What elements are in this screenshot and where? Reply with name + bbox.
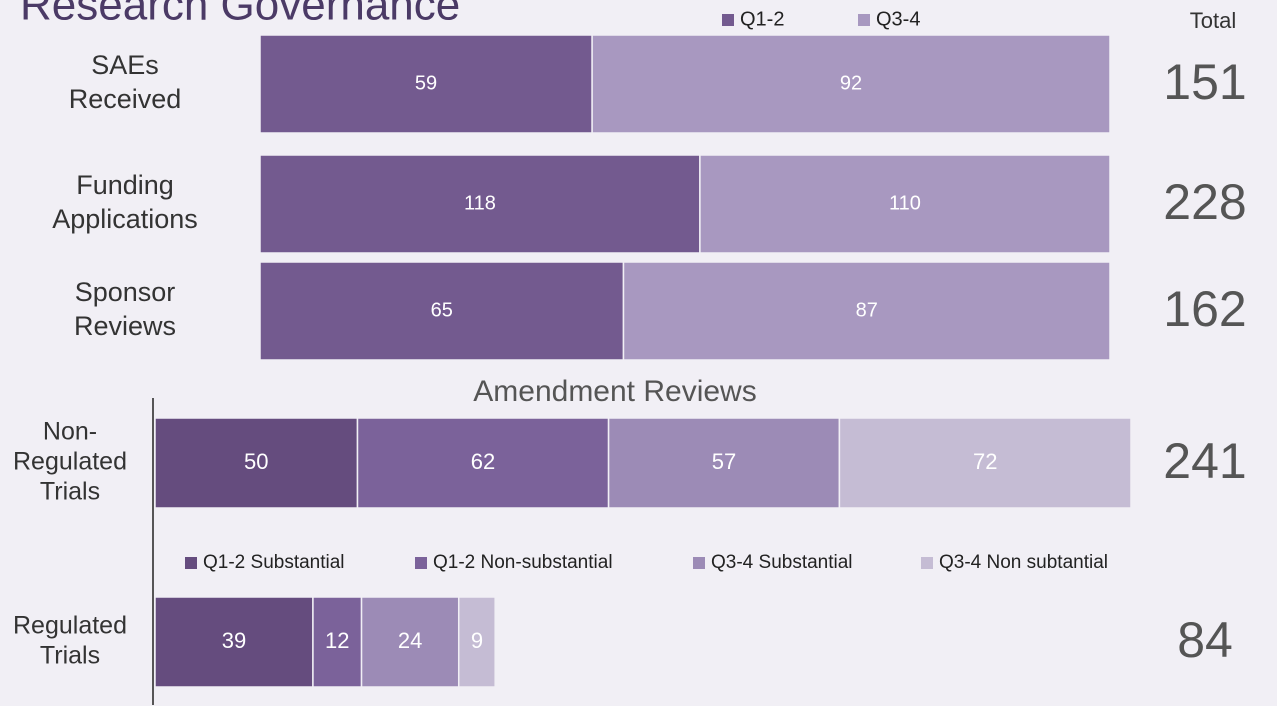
data-label: 39 <box>222 628 246 653</box>
legend-label: Q1-2 Non-substantial <box>433 552 613 573</box>
legend-label: Q1-2 Substantial <box>203 552 345 573</box>
bar-segment <box>699 154 1111 254</box>
data-label: 87 <box>856 299 878 321</box>
legend-swatch <box>693 557 705 569</box>
data-label: 110 <box>889 192 921 214</box>
total-value: 151 <box>1163 54 1246 110</box>
slide-title: Research Governance <box>20 0 460 30</box>
bar-segment <box>457 596 496 688</box>
total-value: 241 <box>1163 433 1246 489</box>
category-label: Sponsor <box>75 277 176 307</box>
legend-label: Q3-4 <box>876 8 920 30</box>
legend-swatch <box>722 14 734 26</box>
legend-swatch <box>415 557 427 569</box>
bar-segment <box>154 596 314 688</box>
data-label: 92 <box>840 72 862 94</box>
legend-swatch <box>921 557 933 569</box>
legend-label: Q3-4 Non subtantial <box>939 552 1108 573</box>
legend-label: Q1-2 <box>740 8 784 30</box>
data-label: 50 <box>244 449 268 474</box>
data-label: 65 <box>431 299 453 321</box>
legend-swatch <box>858 14 870 26</box>
bar-segment <box>259 154 701 254</box>
total-value: 162 <box>1163 281 1246 337</box>
chart-title: Amendment Reviews <box>473 375 756 408</box>
bar-segment <box>607 417 841 509</box>
totals-header: Total <box>1190 8 1236 33</box>
category-label: Trials <box>40 478 100 506</box>
bar-segment <box>259 34 593 134</box>
data-label: 62 <box>471 449 495 474</box>
data-label: 9 <box>471 628 483 653</box>
data-label: 12 <box>325 628 349 653</box>
data-label: 24 <box>398 628 422 653</box>
bar-segment <box>356 417 610 509</box>
bar-segment <box>360 596 460 688</box>
category-label: Funding <box>76 170 174 200</box>
category-label: Regulated <box>13 612 127 640</box>
category-label: Regulated <box>13 448 127 476</box>
category-label: Applications <box>52 204 198 234</box>
total-value: 84 <box>1177 612 1233 668</box>
bar-segment <box>591 34 1111 134</box>
bar-segment <box>622 261 1111 361</box>
category-label: Received <box>69 84 182 114</box>
category-label: SAEs <box>91 50 159 80</box>
data-label: 57 <box>712 449 736 474</box>
data-label: 118 <box>464 192 496 214</box>
category-label: Non- <box>43 418 97 446</box>
bar-segment <box>838 417 1132 509</box>
category-label: Trials <box>40 642 100 670</box>
legend-label: Q3-4 Substantial <box>711 552 853 573</box>
total-value: 228 <box>1163 174 1246 230</box>
data-label: 72 <box>973 449 997 474</box>
data-label: 59 <box>415 72 437 94</box>
category-label: Reviews <box>74 311 176 341</box>
legend-swatch <box>185 557 197 569</box>
